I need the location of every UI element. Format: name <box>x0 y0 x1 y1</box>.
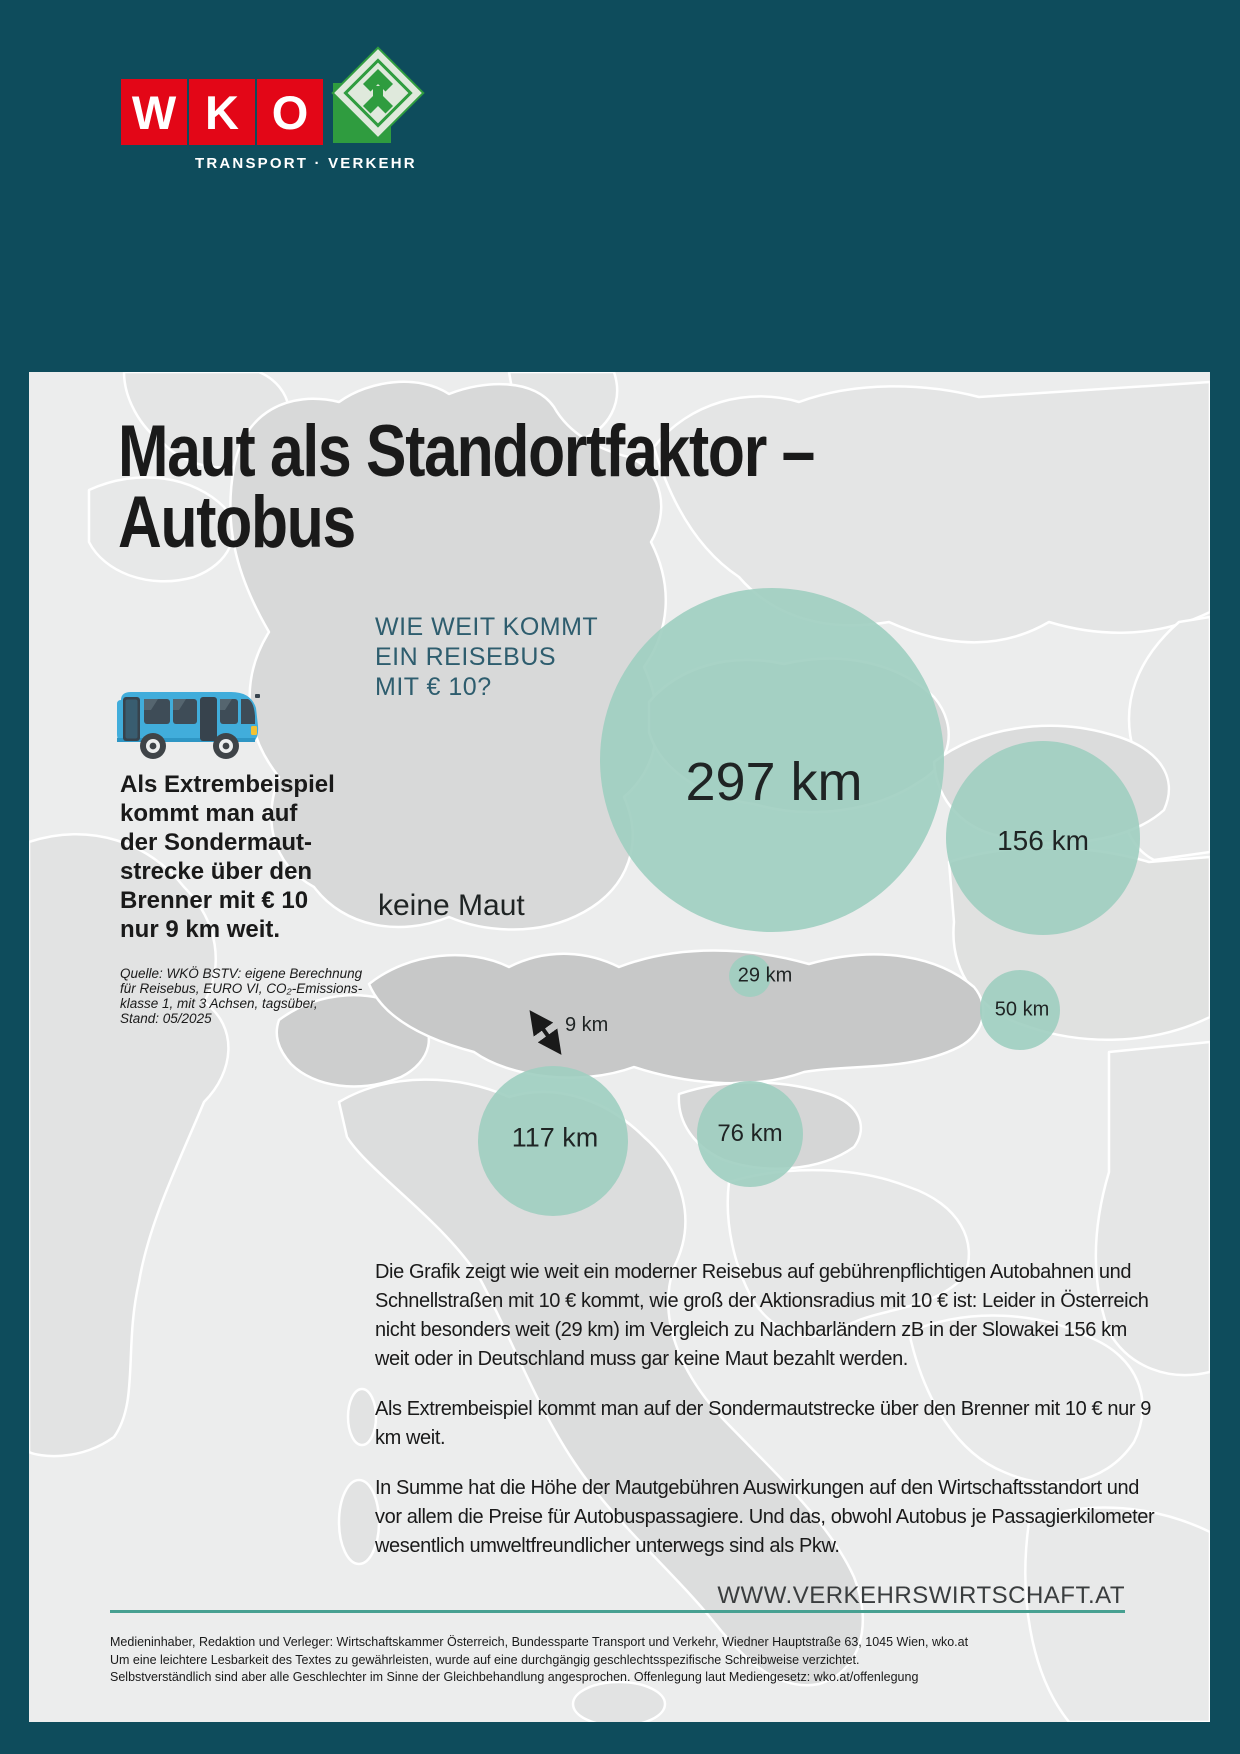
logo-letter-square: K <box>189 79 255 145</box>
source-note: Quelle: WKÖ BSTV: eigene Berechnung für … <box>120 966 363 1026</box>
website-url: WWW.VERKEHRSWIRTSCHAFT.AT <box>717 1582 1125 1609</box>
bubble-label: 156 km <box>997 825 1089 856</box>
poster-card: 297 km 156 km 29 km 50 km 117 km 76 km keine M… <box>29 372 1210 1722</box>
bubble-label: 29 km <box>737 964 793 987</box>
logo-letter: O <box>271 85 309 139</box>
country-croatia <box>726 1168 971 1338</box>
range-bubble <box>729 955 771 997</box>
range-bubble <box>697 1081 803 1187</box>
bubble-label: 117 km <box>511 1122 599 1153</box>
logo-subtitle: TRANSPORT · VERKEHR <box>195 155 417 172</box>
europe-map <box>29 372 1210 1722</box>
logo-letter: K <box>205 85 239 139</box>
island-corsica <box>346 1387 378 1447</box>
country-poland <box>652 380 1210 644</box>
bubble-layer <box>478 588 1140 1216</box>
body-paragraph-2: Als Extrembeispiel kommt man auf der Son… <box>375 1398 1151 1449</box>
country-bosnia-serbia <box>907 1314 1144 1485</box>
poster-subtitle: WIE WEIT KOMMT EIN REISEBUS MIT € 10? <box>375 613 599 701</box>
body-paragraph-1: Die Grafik zeigt wie weit ein moderner R… <box>375 1261 1149 1370</box>
country-france <box>29 833 230 1458</box>
range-bubble <box>600 588 944 932</box>
country-romania <box>1094 1040 1210 1377</box>
map-annotation: 9 km <box>565 1014 609 1036</box>
country-switzerland <box>275 993 431 1088</box>
island-sardinia <box>337 1478 381 1566</box>
page-title: Maut als Standortfaktor – Autobus <box>118 411 815 563</box>
transport-verkehr-emblem-icon <box>331 46 425 140</box>
bubble-label: 297 km <box>685 752 863 812</box>
imprint-text: Medieninhaber, Redaktion und Verleger: W… <box>110 1635 969 1684</box>
bus-icon <box>117 692 260 759</box>
side-note: Als Extrembeispiel kommt man auf der Son… <box>120 771 335 943</box>
country-greece <box>1024 1506 1210 1722</box>
logo-letter-square: O <box>257 79 323 145</box>
logo-letter-square: W <box>121 79 187 145</box>
range-bubble <box>980 970 1060 1050</box>
wko-logo: W K O TRANSPORT · VERKEHR <box>121 46 541 178</box>
arrow-layer <box>529 1010 562 1055</box>
bubble-label: 76 km <box>717 1120 783 1147</box>
body-text: Die Grafik zeigt wie weit ein moderner R… <box>375 1258 1163 1582</box>
country-belgium <box>87 476 235 583</box>
body-paragraph-3: In Summe hat die Höhe der Mautgebühren A… <box>375 1477 1155 1557</box>
divider-rule <box>110 1610 1125 1613</box>
bubble-label: 50 km <box>994 998 1050 1021</box>
island-sicily <box>571 1680 667 1722</box>
map-annotation: keine Maut <box>378 889 525 922</box>
distance-arrow-icon <box>529 1010 562 1055</box>
range-bubble <box>478 1066 628 1216</box>
logo-letter: W <box>131 85 177 139</box>
range-bubble <box>946 741 1140 935</box>
